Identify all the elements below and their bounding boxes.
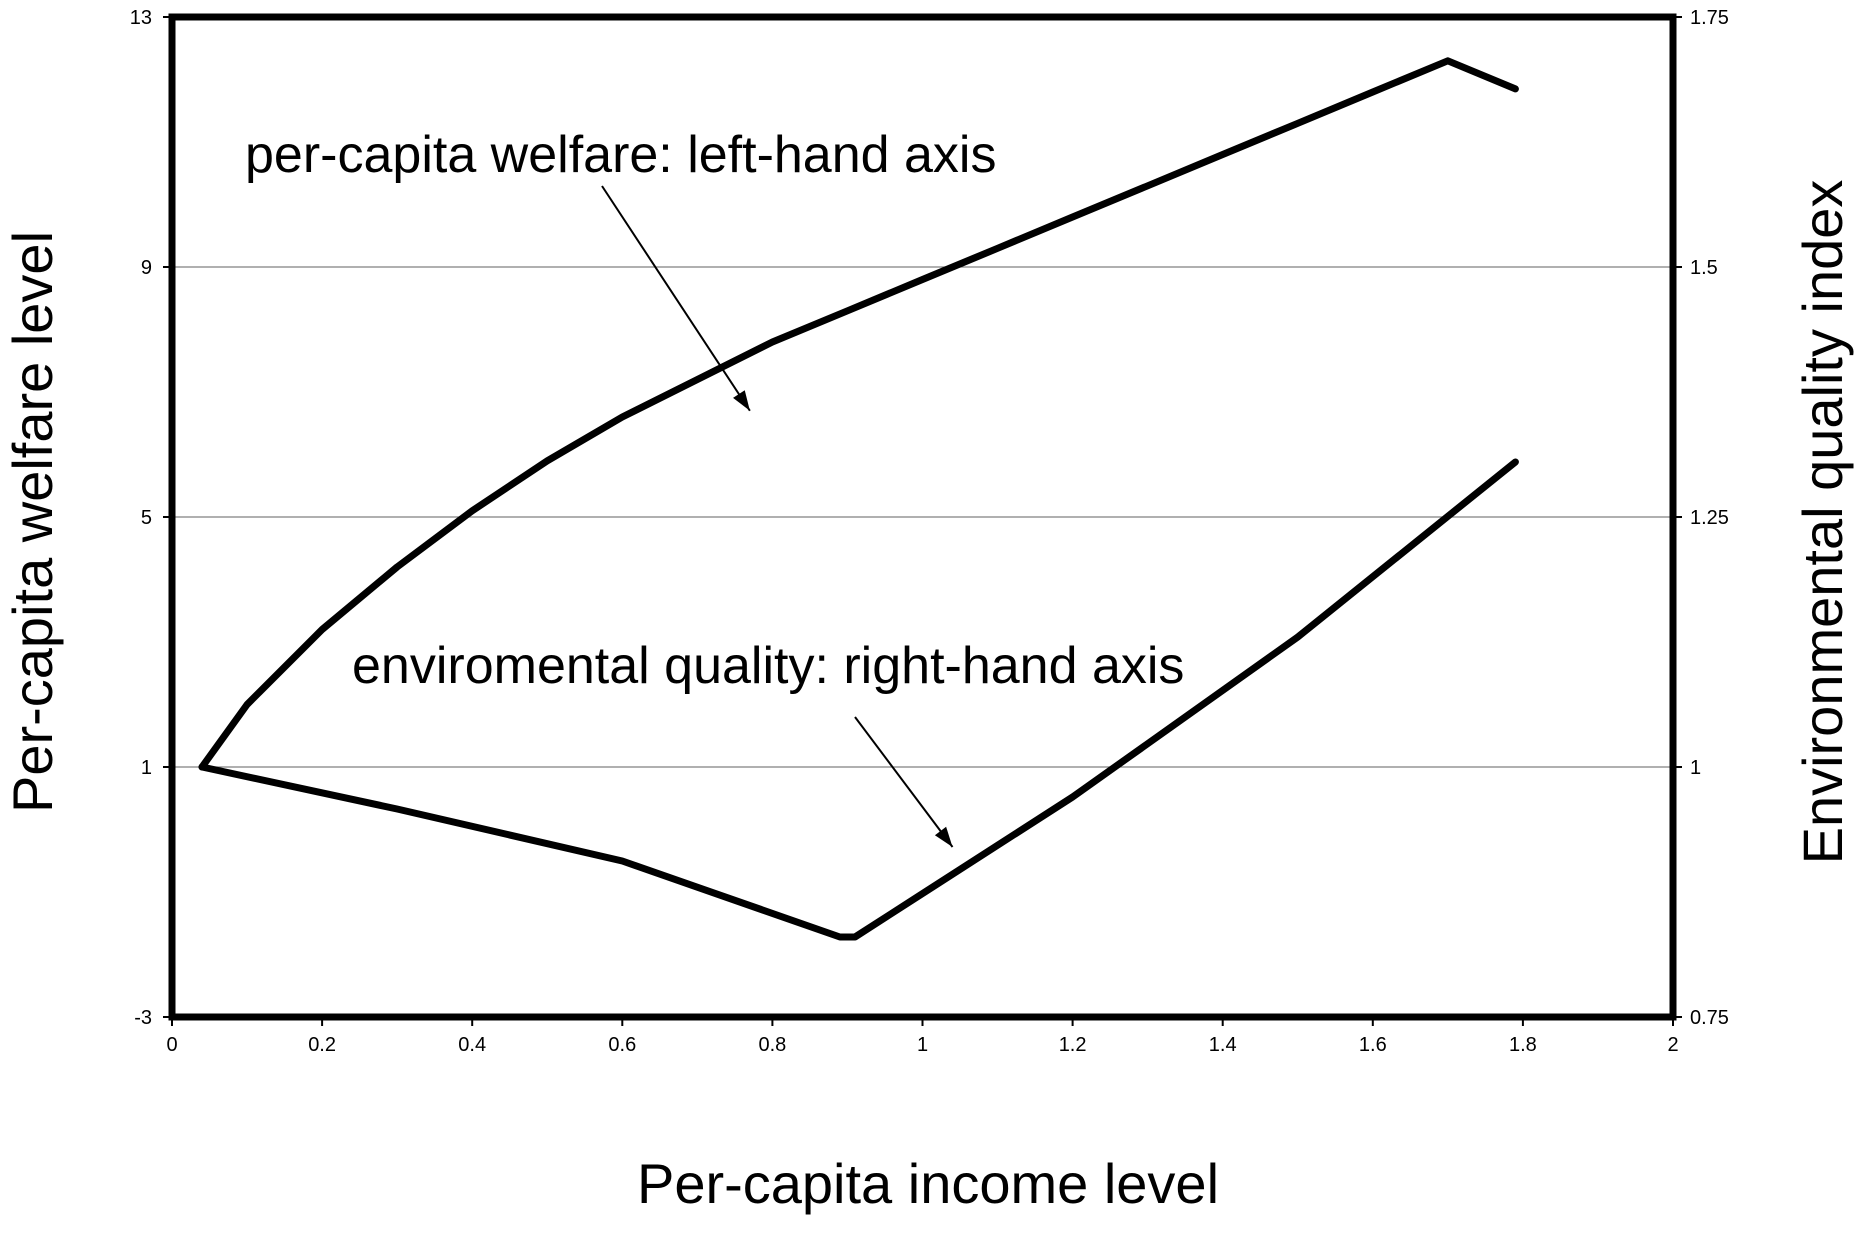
x-tick-label: 2: [1667, 1034, 1678, 1056]
x-tick-label: 1: [917, 1034, 928, 1056]
arrowhead-icon: [733, 390, 750, 411]
welfare-annotation-label: per-capita welfare: left-hand axis: [245, 126, 997, 184]
x-tick-label: 1.2: [1059, 1034, 1087, 1056]
x-tick-label: 0.8: [758, 1034, 786, 1056]
arrowhead-icon: [934, 826, 953, 847]
annotations: per-capita welfare: left-hand axis enviro…: [245, 126, 1184, 848]
y-right-tick-label: 1.5: [1690, 257, 1718, 279]
y-right-tick-label: 1.75: [1690, 7, 1729, 29]
y-left-axis-title: Per-capita welfare level: [1, 231, 64, 813]
y-right-axis-title: Environmental quality index: [1791, 180, 1854, 865]
x-tick-label: 0.4: [458, 1034, 486, 1056]
x-tick-label: 1.8: [1509, 1034, 1537, 1056]
annotation-arrow-line: [601, 185, 751, 412]
y-left-tick-label: -3: [134, 1007, 152, 1029]
x-tick-label: 0: [166, 1034, 177, 1056]
environmental-quality-series-line: [198, 458, 1519, 941]
gridlines: [172, 266, 1673, 768]
x-tick-label: 1.6: [1359, 1034, 1387, 1056]
y-left-tick-label: 5: [141, 507, 152, 529]
x-axis-title: Per-capita income level: [637, 1152, 1219, 1215]
series-lines: [198, 57, 1519, 941]
y-left-tick-label: 13: [130, 7, 152, 29]
annotation-arrow-line: [854, 716, 954, 848]
welfare-series-line: [198, 57, 1519, 771]
y-right-tick-label: 0.75: [1690, 1007, 1729, 1029]
x-tick-label: 1.4: [1209, 1034, 1237, 1056]
x-tick-label: 0.2: [308, 1034, 336, 1056]
y-right-tick-label: 1: [1690, 757, 1701, 779]
x-tick-label: 0.6: [608, 1034, 636, 1056]
quality-annotation-label: enviromental quality: right-hand axis: [352, 637, 1184, 695]
y-left-tick-label: 1: [141, 757, 152, 779]
y-left-tick-label: 9: [141, 257, 152, 279]
axis-ticks: 0 0.2 0.4 0.6 0.8 1 1.2 1.4 1.6 1.8 2 -3 1 5 9 13 0.75 1 1…: [130, 7, 1729, 1056]
y-right-tick-label: 1.25: [1690, 507, 1729, 529]
